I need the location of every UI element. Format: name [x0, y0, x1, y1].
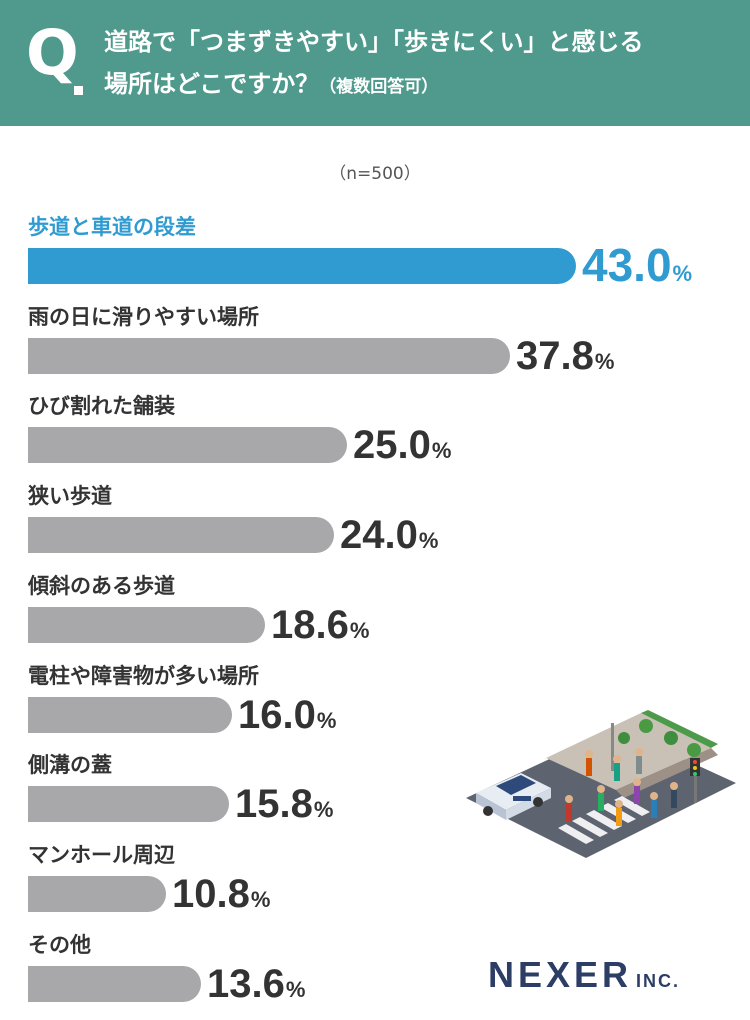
street-crossing-illustration	[466, 710, 736, 858]
bar	[28, 248, 576, 284]
bar	[28, 966, 201, 1002]
category-label: その他	[28, 933, 91, 957]
value-number: 16.0	[238, 693, 316, 737]
value-label: 16.0%	[238, 695, 336, 735]
value-unit: %	[594, 349, 615, 374]
value-unit: %	[285, 977, 306, 1002]
value-number: 25.0	[353, 423, 431, 467]
bar	[28, 338, 510, 374]
category-label: マンホール周辺	[28, 843, 175, 867]
value-unit: %	[431, 438, 452, 463]
value-number: 13.6	[207, 962, 285, 1006]
category-label: 電柱や障害物が多い場所	[28, 664, 259, 688]
value-number: 43.0	[582, 239, 672, 291]
value-unit: %	[316, 708, 337, 733]
category-label: 傾斜のある歩道	[28, 574, 175, 598]
value-label: 24.0%	[340, 515, 438, 555]
value-number: 37.8	[516, 334, 594, 378]
value-label: 10.8%	[172, 874, 270, 914]
question-line-2-text: 場所はどこですか？	[104, 70, 320, 98]
question-line-1: 道路で「つまずきやすい」「歩きにくい」と感じる	[104, 28, 644, 56]
value-label: 18.6%	[271, 605, 369, 645]
value-label: 43.0%	[582, 242, 692, 288]
q-mark: Q	[26, 16, 79, 89]
category-label: 歩道と車道の段差	[28, 215, 196, 239]
value-number: 10.8	[172, 872, 250, 916]
logo-name: NEXER	[488, 954, 633, 995]
value-label: 15.8%	[235, 784, 333, 824]
value-number: 18.6	[271, 603, 349, 647]
value-number: 15.8	[235, 782, 313, 826]
value-unit: %	[250, 887, 271, 912]
category-label: 狭い歩道	[28, 484, 112, 508]
category-label: ひび割れた舗装	[28, 394, 175, 418]
value-label: 13.6%	[207, 964, 305, 1004]
bar	[28, 607, 265, 643]
value-unit: %	[349, 618, 370, 643]
category-label: 側溝の蓋	[28, 753, 112, 777]
value-label: 37.8%	[516, 336, 614, 376]
value-unit: %	[313, 797, 334, 822]
bar	[28, 517, 334, 553]
question-line-2: 場所はどこですか？（複数回答可）	[104, 72, 438, 96]
category-label: 雨の日に滑りやすい場所	[28, 305, 259, 329]
value-number: 24.0	[340, 513, 418, 557]
nexer-logo: NEXER INC.	[488, 957, 680, 993]
bar	[28, 697, 232, 733]
sample-size: （n=500）	[329, 164, 421, 184]
bar	[28, 876, 166, 912]
logo-suffix: INC.	[636, 971, 681, 991]
value-label: 25.0%	[353, 425, 451, 465]
question-note: （複数回答可）	[319, 77, 439, 97]
value-unit: %	[418, 528, 439, 553]
bar	[28, 786, 229, 822]
q-dot	[74, 86, 83, 95]
value-unit: %	[672, 261, 693, 286]
bar	[28, 427, 347, 463]
question-header: Q 道路で「つまずきやすい」「歩きにくい」と感じる 場所はどこですか？（複数回答…	[0, 0, 750, 126]
